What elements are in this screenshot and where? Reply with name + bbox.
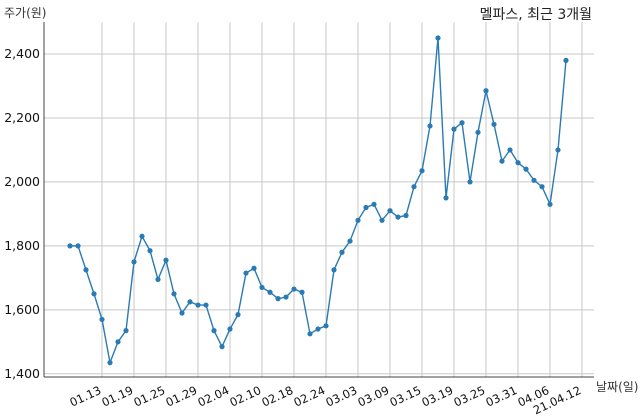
- data-point: [531, 177, 537, 183]
- axes: [43, 22, 594, 378]
- data-point: [99, 316, 105, 323]
- data-point: [67, 243, 73, 249]
- data-point: [259, 284, 265, 291]
- x-tick-label: 02.04: [195, 383, 231, 410]
- x-tick-label: 01.25: [131, 383, 167, 410]
- data-point: [267, 289, 273, 295]
- data-point: [283, 294, 289, 300]
- data-point: [435, 35, 441, 41]
- data-point: [475, 129, 481, 135]
- data-point: [187, 299, 193, 305]
- data-points: [67, 35, 569, 366]
- data-point: [539, 184, 545, 190]
- data-point: [179, 310, 185, 316]
- y-tick-label: 2,000: [4, 174, 40, 189]
- data-point: [515, 160, 521, 166]
- x-axis-label: 날짜(일): [596, 380, 639, 394]
- data-point: [507, 147, 513, 153]
- x-tick-label: 03.09: [355, 383, 391, 410]
- data-point: [107, 360, 113, 366]
- x-tick-label: 01.19: [99, 383, 135, 410]
- data-point: [155, 276, 161, 283]
- chart-title: 멜파스, 최근 3개월: [479, 7, 592, 23]
- x-tick-label: 02.24: [291, 383, 327, 410]
- data-point: [251, 265, 257, 271]
- data-point: [291, 286, 297, 292]
- data-point: [123, 328, 129, 334]
- y-tick-labels: 1,400 1,600 1,800 2,000 2,200 2,400: [4, 46, 40, 381]
- data-point: [395, 214, 401, 220]
- data-point: [275, 296, 281, 302]
- data-point: [83, 267, 89, 273]
- data-point: [115, 339, 121, 345]
- data-point: [547, 201, 553, 207]
- x-tick-label: 03.15: [387, 383, 423, 410]
- data-point: [427, 123, 433, 129]
- x-tick-label: 01.29: [163, 383, 199, 410]
- x-tick-label: 01.13: [67, 383, 103, 410]
- y-tick-label: 2,200: [4, 110, 40, 125]
- y-tick-label: 1,600: [4, 302, 40, 317]
- data-point: [483, 88, 489, 94]
- data-point: [443, 195, 449, 201]
- y-tick-label: 2,400: [4, 46, 40, 61]
- data-point: [339, 249, 345, 255]
- series-line: [70, 37, 567, 366]
- x-tick-label: 03.19: [419, 383, 455, 410]
- x-tick-label: 03.03: [323, 383, 359, 410]
- data-point: [243, 270, 249, 276]
- data-point: [331, 267, 337, 273]
- x-tick-label: 02.18: [259, 383, 295, 410]
- data-point: [411, 184, 417, 190]
- y-tick-label: 1,400: [4, 366, 40, 381]
- data-point: [387, 208, 393, 214]
- data-point: [523, 166, 529, 172]
- y-axis-label: 주가(원): [4, 6, 47, 20]
- data-point: [139, 233, 145, 239]
- data-point: [203, 302, 209, 308]
- data-point: [219, 344, 225, 350]
- data-point: [403, 212, 409, 219]
- data-point: [499, 158, 505, 164]
- data-point: [491, 121, 497, 127]
- data-point: [315, 326, 321, 332]
- x-tick-label: 03.31: [483, 383, 519, 410]
- data-point: [467, 179, 473, 185]
- data-point: [195, 302, 201, 308]
- grid: [44, 22, 594, 377]
- data-point: [131, 259, 137, 265]
- data-point: [91, 291, 97, 297]
- y-tick-label: 1,800: [4, 238, 40, 253]
- data-point: [459, 120, 465, 126]
- x-tick-label: 02.10: [227, 383, 263, 410]
- data-point: [563, 57, 569, 63]
- data-point: [323, 323, 329, 329]
- data-point: [227, 326, 233, 332]
- data-point: [347, 238, 353, 244]
- data-point: [371, 201, 377, 207]
- data-point: [147, 248, 153, 254]
- x-tick-label: 03.25: [451, 383, 487, 410]
- data-point: [299, 289, 305, 295]
- data-point: [379, 217, 385, 223]
- data-point: [307, 331, 313, 337]
- data-point: [163, 257, 169, 263]
- data-point: [419, 168, 425, 174]
- data-point: [235, 312, 241, 318]
- data-point: [555, 147, 561, 153]
- x-tick-labels: 01.1301.1901.2501.2902.0402.1002.1802.24…: [67, 383, 583, 417]
- data-point: [451, 126, 457, 132]
- data-point: [355, 217, 361, 223]
- data-point: [75, 243, 81, 249]
- data-point: [211, 328, 217, 334]
- data-point: [171, 291, 177, 297]
- data-point: [363, 204, 369, 211]
